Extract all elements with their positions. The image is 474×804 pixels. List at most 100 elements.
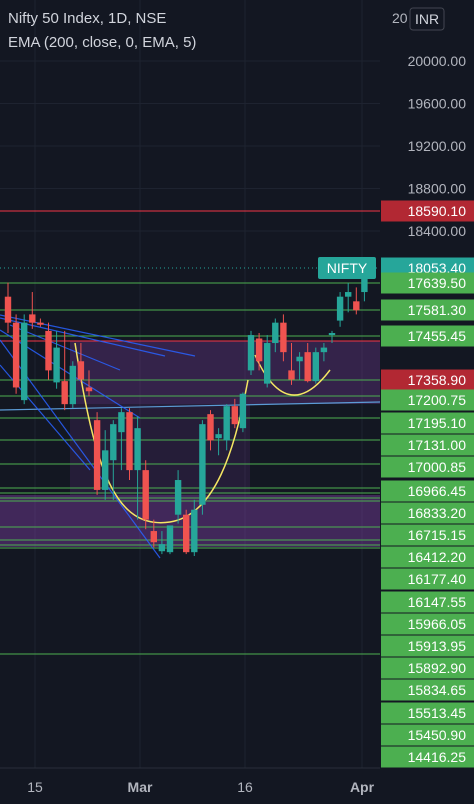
level-price-tag[interactable] (381, 746, 474, 768)
candle-down[interactable] (231, 406, 238, 425)
level-price-tag[interactable] (381, 434, 474, 456)
level-price-tag[interactable] (381, 272, 474, 294)
y-tick-label: 19200.00 (408, 138, 467, 154)
candle-up[interactable] (215, 434, 222, 439)
level-price-label: 16147.55 (408, 594, 467, 610)
level-price-tag[interactable] (381, 635, 474, 657)
level-price-label: 17581.30 (408, 302, 467, 318)
level-price-label: 16833.20 (408, 505, 467, 521)
candle-up[interactable] (69, 365, 76, 405)
candle-down[interactable] (304, 352, 311, 382)
candle-down[interactable] (183, 514, 190, 553)
candle-up[interactable] (102, 450, 109, 490)
red-price-tag[interactable] (381, 369, 474, 391)
candle-down[interactable] (37, 322, 44, 325)
level-price-label: 15450.90 (408, 727, 467, 743)
level-price-label: 15966.05 (408, 616, 467, 632)
candle-up[interactable] (272, 322, 279, 344)
candle-down[interactable] (288, 370, 295, 380)
candle-up[interactable] (361, 268, 368, 293)
candle-up[interactable] (199, 424, 206, 505)
level-price-tag[interactable] (381, 502, 474, 524)
level-price-label: 17358.90 (408, 372, 467, 388)
level-price-label: 16177.40 (408, 571, 467, 587)
candle-down[interactable] (142, 470, 149, 520)
candle-up[interactable] (223, 406, 230, 441)
candle-up[interactable] (53, 347, 60, 383)
candle-up[interactable] (174, 480, 182, 515)
indicator-legend[interactable]: EMA (200, close, 0, EMA, 5) (8, 34, 197, 51)
candle-down[interactable] (126, 412, 133, 471)
level-price-tag[interactable] (381, 456, 474, 478)
candle-up[interactable] (166, 525, 174, 553)
y-tick-label: 18800.00 (408, 181, 467, 197)
candle-up[interactable] (264, 343, 271, 384)
candle-down[interactable] (29, 314, 36, 323)
cup-curve[interactable] (74, 342, 249, 524)
level-price-label: 17000.85 (408, 459, 467, 475)
horizontal-trendline[interactable] (0, 401, 381, 411)
candle-up[interactable] (320, 347, 328, 353)
x-tick-label: 16 (237, 779, 253, 795)
candle-up[interactable] (312, 352, 319, 382)
level-price-tag[interactable] (381, 679, 474, 701)
level-price-tag[interactable] (381, 524, 474, 546)
level-price-label: 16715.15 (408, 527, 467, 543)
chart-title: Nifty 50 Index, 1D, NSE (8, 10, 167, 27)
candle-up[interactable] (239, 393, 247, 429)
level-price-label: 16412.20 (408, 549, 467, 565)
candle-up[interactable] (134, 428, 141, 471)
level-price-tag[interactable] (381, 724, 474, 746)
candle-down[interactable] (61, 381, 68, 405)
candle-up[interactable] (328, 332, 336, 336)
currency-badge[interactable] (409, 7, 445, 31)
candle-down[interactable] (12, 322, 20, 388)
candle-down[interactable] (207, 414, 214, 441)
symbol-tag[interactable] (318, 257, 376, 279)
x-tick-label: Mar (128, 779, 153, 795)
level-price-tag[interactable] (381, 702, 474, 724)
handle-curve[interactable] (254, 354, 331, 396)
y-tick-label: 20 (392, 10, 408, 26)
currency-label: INR (415, 11, 439, 27)
trendline[interactable] (0, 317, 166, 357)
candle-up[interactable] (296, 356, 303, 362)
candle-down[interactable] (45, 330, 52, 371)
y-tick-label: 19600.00 (408, 96, 467, 112)
candle-down[interactable] (4, 296, 12, 323)
level-price-tag[interactable] (381, 591, 474, 613)
candle-up[interactable] (158, 544, 166, 552)
candle-down[interactable] (255, 338, 263, 362)
level-price-label: 15834.65 (408, 682, 467, 698)
level-price-label: 18053.40 (408, 260, 467, 276)
candle-down[interactable] (93, 420, 101, 490)
level-price-tag[interactable] (381, 325, 474, 347)
candle-up[interactable] (247, 335, 255, 371)
symbol-tag-label: NIFTY (327, 260, 368, 276)
candle-up[interactable] (336, 296, 344, 321)
candle-down[interactable] (150, 531, 157, 543)
level-price-tag[interactable] (381, 480, 474, 502)
level-price-label: 17195.10 (408, 415, 467, 431)
candle-down[interactable] (85, 387, 93, 392)
level-price-tag[interactable] (381, 568, 474, 590)
level-price-tag[interactable] (381, 299, 474, 321)
y-tick-label: 18400.00 (408, 223, 467, 239)
candle-up[interactable] (345, 292, 352, 297)
level-price-label: 18590.10 (408, 203, 467, 219)
candle-up[interactable] (191, 509, 198, 553)
level-price-tag[interactable] (381, 389, 474, 411)
candle-down[interactable] (280, 322, 287, 353)
candle-up[interactable] (118, 412, 125, 433)
candle-down[interactable] (353, 301, 360, 311)
level-price-tag[interactable] (381, 412, 474, 434)
level-price-tag[interactable] (381, 657, 474, 679)
candle-down[interactable] (77, 361, 85, 380)
level-price-tag[interactable] (381, 546, 474, 568)
level-price-tag[interactable] (381, 613, 474, 635)
candle-up[interactable] (21, 322, 28, 401)
red-price-tag[interactable] (381, 200, 474, 222)
time-axis[interactable] (0, 768, 380, 804)
candle-up[interactable] (110, 424, 117, 461)
